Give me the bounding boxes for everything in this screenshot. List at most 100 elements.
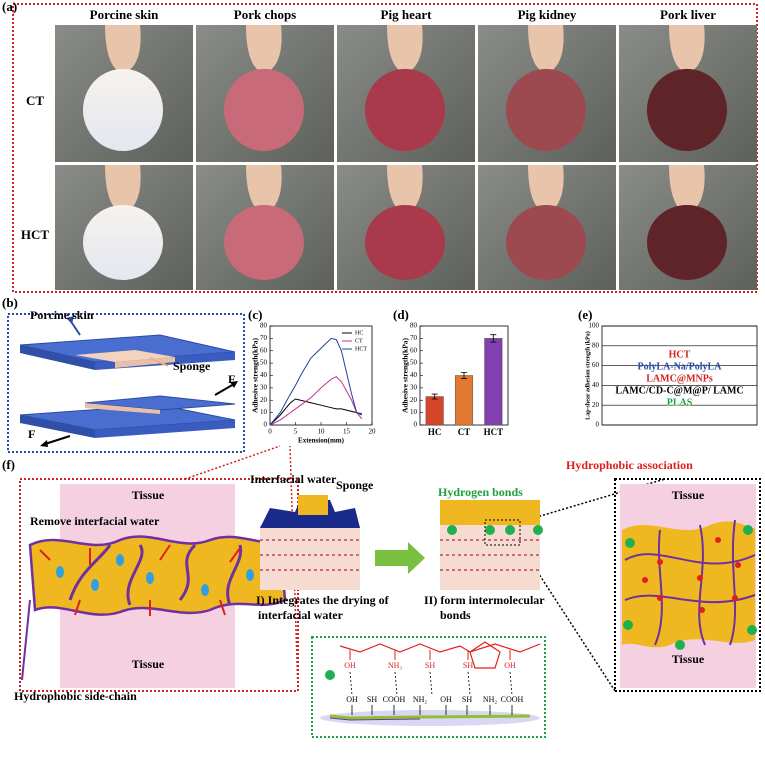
y-tick-label: 60 [260, 346, 268, 354]
y-tick-label: 80 [592, 341, 600, 349]
column-header: Pork liver [660, 7, 716, 22]
x-tick-label: 10 [318, 428, 326, 436]
y-tick-label: 50 [410, 359, 418, 367]
y-tick-label: 40 [410, 371, 418, 379]
line-series [269, 337, 363, 426]
y-tick-label: 40 [260, 371, 268, 379]
zoom-line [184, 445, 281, 480]
x-tick-label: CT [458, 427, 471, 437]
panel-label: (b) [2, 295, 18, 310]
finger [528, 25, 564, 73]
tissue-sample [506, 205, 586, 280]
y-tick-label: 20 [260, 396, 268, 404]
tissue-sample [647, 205, 727, 280]
entry-label: PolyLA-Na/PolyLA [638, 361, 723, 372]
line-series [269, 376, 363, 426]
tissue-label: Tissue [672, 488, 705, 502]
x-tick-label: HC [428, 427, 442, 437]
zoom-line [519, 478, 666, 523]
step-label: II) form intermolecular [424, 593, 545, 607]
chem-structure [320, 641, 541, 726]
chem-group: COOH [383, 695, 406, 704]
annotation: Hydrogen bonds [438, 485, 523, 499]
legend-label: HC [355, 330, 363, 336]
force-label: F [28, 427, 35, 441]
lap-shear-diagram [19, 316, 238, 447]
tissue-sample [83, 68, 163, 152]
entry-label: PLAS [667, 397, 693, 408]
y-tick-label: 60 [410, 346, 418, 354]
hydrogen-bond [349, 671, 353, 696]
y-tick-label: 20 [410, 396, 418, 404]
y-axis-label: Adhesive strength(kPa) [401, 337, 410, 413]
chem-group: SH [425, 661, 435, 670]
finger [105, 165, 141, 213]
tissue-label: Tissue [672, 652, 705, 666]
tissue-sample [647, 68, 727, 152]
tissue-sample [365, 68, 445, 152]
hydrogen-bond [467, 671, 471, 696]
column-header: Pig kidney [518, 7, 577, 22]
annotation: Hydrophobic side-chain [14, 689, 137, 703]
force-label: F [228, 372, 235, 386]
y-tick-label: 40 [592, 381, 600, 389]
diagram-label: Porcine skin [30, 308, 94, 322]
row-label: HCT [21, 227, 50, 242]
panel-label: (a) [2, 0, 17, 14]
zoom-line [289, 445, 299, 692]
finger [528, 165, 564, 213]
panel-b-frame [7, 313, 245, 453]
chem-group: NH₂ [413, 695, 428, 704]
y-axis-label: Adhesive strength(kPa) [251, 337, 260, 413]
y-tick-label: 50 [260, 359, 268, 367]
chem-group: COOH [501, 695, 524, 704]
chem-group: SH [463, 661, 473, 670]
tissue-sample [83, 205, 163, 280]
tissue-sample [224, 68, 304, 152]
chem-group: OH [440, 695, 452, 704]
panel-label: (d) [393, 307, 409, 322]
error-bar [431, 393, 438, 400]
x-tick-label: 15 [343, 428, 351, 436]
step-label: bonds [440, 608, 471, 622]
chem-group: SH [367, 695, 377, 704]
x-tick-label: HCT [484, 427, 504, 437]
bar [454, 375, 474, 426]
tissue-schematics [260, 495, 543, 590]
legend-label: CT [355, 338, 363, 344]
finger [387, 165, 423, 213]
tissue-sample [224, 205, 304, 280]
y-tick-label: 60 [592, 361, 600, 369]
finger [246, 25, 282, 73]
error-bar [490, 334, 497, 343]
chem-group: OH [346, 695, 358, 704]
zoom-frame-right [614, 478, 761, 692]
left-zoom [21, 484, 287, 688]
x-tick-label: 20 [369, 428, 377, 436]
right-zoom [620, 484, 757, 688]
y-tick-label: 80 [410, 322, 418, 330]
y-axis-label: Lap-shear adhesion strength (kPa) [584, 331, 591, 420]
y-tick-label: 0 [596, 421, 600, 429]
diagram-label: Sponge [173, 359, 211, 373]
annotation: Remove interfacial water [30, 514, 160, 528]
y-tick-label: 20 [592, 401, 600, 409]
y-tick-label: 10 [260, 408, 268, 416]
finger [669, 25, 705, 73]
tissue-sample [365, 205, 445, 280]
hydrogen-bond [394, 671, 398, 696]
hydrogen-bond [429, 671, 433, 696]
finger [669, 165, 705, 213]
column-header: Pig heart [381, 7, 433, 22]
error-bar [461, 372, 467, 379]
y-tick-label: 10 [410, 408, 418, 416]
column-header: Pork chops [234, 7, 296, 22]
tissue-label: Tissue [132, 657, 165, 671]
step-label: interfacial water [258, 608, 344, 622]
line-series [269, 398, 362, 426]
chem-group: NH₃ [388, 661, 403, 670]
chem-group: OH [344, 661, 356, 670]
